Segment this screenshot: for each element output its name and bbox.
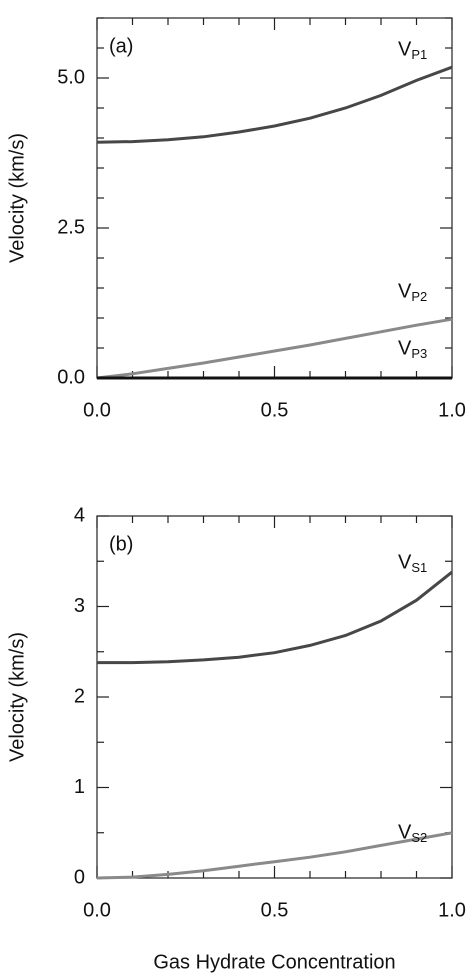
x-tick-label: 0.5: [261, 399, 289, 421]
series-label: VS1: [398, 551, 427, 575]
y-tick-label: 3: [74, 595, 85, 617]
series-label: VS2: [398, 821, 427, 845]
panel-label: (b): [109, 533, 133, 555]
x-axis-label: Gas Hydrate Concentration: [153, 951, 395, 973]
y-tick-label: 1: [74, 776, 85, 798]
y-tick-label: 0: [74, 866, 85, 888]
series-label: VP3: [398, 337, 427, 361]
x-tick-label: 0.5: [261, 899, 289, 921]
series-label: VP2: [398, 280, 427, 304]
y-tick-label: 0.0: [57, 366, 85, 388]
y-axis-label: Velocity (km/s): [6, 133, 28, 263]
y-tick-label: 4: [74, 504, 85, 526]
y-tick-label: 2.5: [57, 216, 85, 238]
y-tick-label: 5.0: [57, 66, 85, 88]
panel-label: (a): [109, 35, 133, 57]
y-tick-label: 2: [74, 685, 85, 707]
x-tick-label: 0.0: [83, 899, 111, 921]
x-tick-label: 1.0: [438, 899, 466, 921]
series-line: [96, 65, 453, 144]
series-line: [97, 570, 453, 665]
plot-frame: [96, 17, 453, 379]
x-tick-label: 1.0: [438, 399, 466, 421]
x-tick-label: 0.0: [83, 399, 111, 421]
series-line: [96, 831, 453, 880]
y-axis-label: Velocity (km/s): [6, 632, 28, 762]
series-label: VP1: [398, 38, 427, 62]
series-line: [96, 317, 453, 380]
